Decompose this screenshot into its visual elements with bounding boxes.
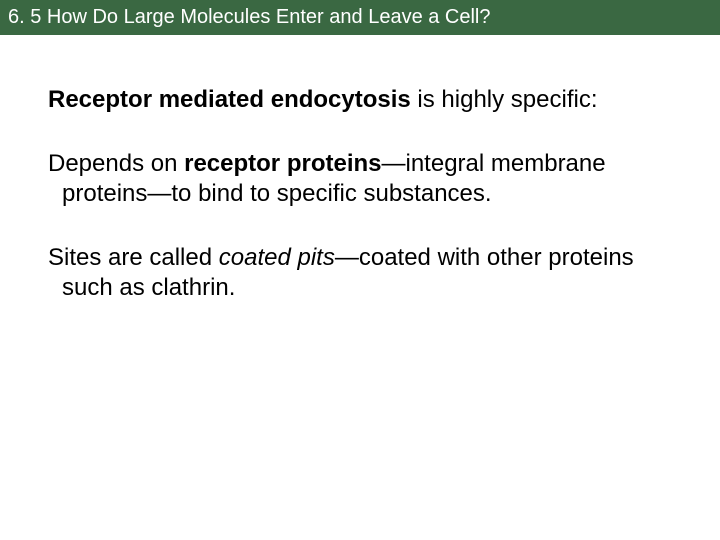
header-title: 6. 5 How Do Large Molecules Enter and Le… <box>8 6 491 28</box>
slide-header: 6. 5 How Do Large Molecules Enter and Le… <box>0 0 720 35</box>
paragraph-1: Receptor mediated endocytosis is highly … <box>48 85 672 115</box>
slide-body: Receptor mediated endocytosis is highly … <box>0 35 720 303</box>
paragraph-2: Depends on receptor proteins—integral me… <box>48 149 672 209</box>
text-run: is highly specific: <box>411 86 598 113</box>
text-run: Receptor mediated endocytosis <box>48 86 411 113</box>
paragraph-3: Sites are called coated pits—coated with… <box>48 243 672 303</box>
slide-container: 6. 5 How Do Large Molecules Enter and Le… <box>0 0 720 540</box>
text-run: Sites are called <box>48 244 219 271</box>
text-run: coated pits <box>219 244 335 271</box>
text-run: receptor proteins <box>184 150 381 177</box>
text-run: Depends on <box>48 150 184 177</box>
